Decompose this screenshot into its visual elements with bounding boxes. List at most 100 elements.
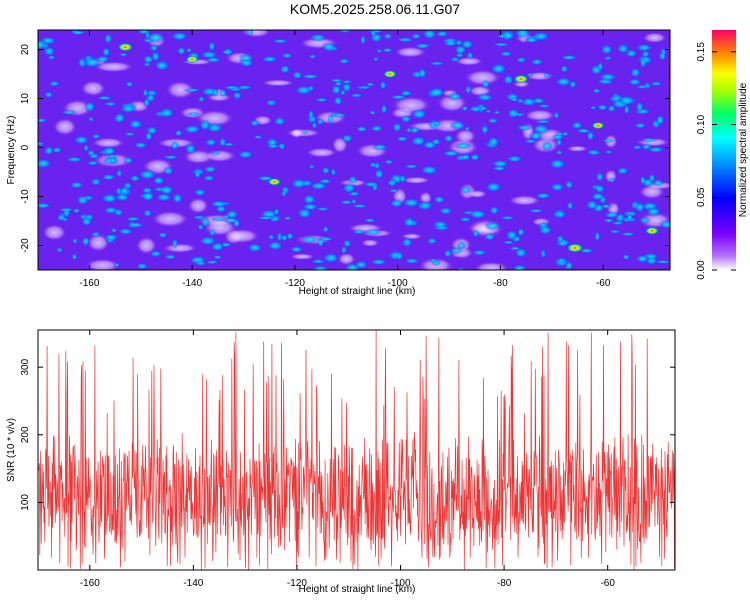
x-tick-label: -160 (79, 278, 99, 289)
heatmap-cell (83, 143, 90, 153)
heatmap-cell (209, 200, 228, 208)
snr-x-label: Height of straight line (km) (299, 584, 416, 595)
heatmap-cell (368, 161, 378, 168)
heatmap-cell (505, 155, 524, 163)
heatmap-cell (442, 39, 459, 47)
heatmap-cell (119, 104, 138, 114)
heatmap-cell (541, 140, 553, 152)
heatmap-cell (362, 181, 380, 188)
heatmap-cell (555, 150, 564, 156)
heatmap-cell (82, 56, 102, 69)
x-tick-label: -140 (183, 578, 203, 589)
heatmap-cell (482, 232, 497, 241)
heatmap-cell (621, 253, 631, 261)
heatmap-cell (197, 223, 205, 231)
heatmap-cell (59, 109, 78, 116)
heatmap-low-region (508, 195, 541, 206)
heatmap-cell (496, 34, 508, 39)
heatmap-cell (430, 137, 442, 146)
heatmap-cell (369, 110, 377, 116)
heatmap-cell (101, 146, 117, 156)
heatmap-cell (302, 193, 317, 205)
heatmap-cell (507, 246, 522, 251)
heatmap-cell (87, 116, 95, 122)
heatmap-cell (89, 177, 102, 187)
heatmap-cell (395, 135, 409, 142)
heatmap-cell (634, 254, 651, 264)
heatmap-cell (314, 207, 331, 212)
heatmap-cell (145, 93, 156, 103)
heatmap-cell (486, 117, 500, 124)
heatmap-cell (639, 57, 647, 69)
heatmap-cell (634, 84, 650, 89)
heatmap-cell (498, 215, 516, 221)
heatmap-cell (72, 135, 91, 145)
heatmap-low-region (261, 79, 295, 87)
heatmap-cell (410, 108, 428, 120)
heatmap-low-region (203, 149, 236, 163)
x-tick-label: -120 (287, 578, 307, 589)
heatmap-cell (365, 82, 376, 87)
heatmap-cell (635, 43, 654, 53)
heatmap-cell (475, 93, 495, 102)
heatmap-image (38, 30, 670, 270)
heatmap-cell (56, 246, 64, 254)
heatmap-cell (149, 250, 163, 258)
heatmap-cell (433, 195, 446, 204)
heatmap-cell (608, 177, 616, 183)
heatmap-cell (363, 228, 383, 236)
heatmap-cell (159, 106, 175, 119)
heatmap-cell (236, 150, 255, 160)
heatmap-cell (554, 76, 573, 87)
heatmap-cell (464, 84, 472, 95)
heatmap-cell (413, 42, 433, 49)
x-tick-label: -60 (600, 578, 615, 589)
heatmap-cell (43, 91, 54, 99)
heatmap-cell (91, 133, 102, 140)
heatmap-cell (161, 155, 181, 160)
heatmap-cell (527, 208, 545, 214)
heatmap-cell (479, 105, 488, 111)
heatmap-cell (593, 184, 606, 194)
heatmap-low-region (93, 61, 134, 73)
heatmap-cell (148, 43, 159, 53)
heatmap-cell (38, 158, 53, 169)
heatmap-cell (551, 134, 565, 141)
heatmap-cell (415, 200, 435, 211)
heatmap-cell (509, 97, 520, 102)
heatmap-low-region (337, 252, 356, 266)
heatmap-cell (362, 218, 377, 223)
heatmap-frame (37, 29, 671, 271)
x-tick-label: -80 (497, 578, 512, 589)
heatmap-cell (349, 93, 364, 98)
heatmap-cell (222, 214, 231, 219)
heatmap-cell (382, 33, 394, 40)
colorbar: 0.00 0.05 0.10 0.15 Normalized spectral amp… (696, 30, 749, 280)
heatmap-cell (405, 126, 413, 134)
heatmap-cell (401, 237, 413, 249)
heatmap-cell (135, 262, 149, 270)
heatmap-cell (204, 260, 220, 265)
heatmap-cell (291, 70, 304, 80)
heatmap-cell (281, 52, 293, 59)
heatmap-cell (280, 189, 287, 198)
heatmap-cell (146, 32, 166, 44)
heatmap-cell (123, 156, 134, 165)
heatmap-cell (549, 182, 565, 192)
heatmap-cell (48, 80, 61, 87)
heatmap-cell (369, 30, 377, 37)
snr-y-label: SNR (10 * v/v) (6, 418, 17, 482)
heatmap-cell (434, 30, 450, 38)
y-tick-label: 100 (20, 494, 31, 511)
heatmap-panel: -160 -140 -120 -100 -80 -60 20 10 0 -10 -20 Heigh… (6, 29, 671, 297)
heatmap-cell (332, 95, 344, 107)
heatmap-cell (645, 206, 662, 217)
heatmap-cell (472, 229, 480, 239)
heatmap-cell (159, 184, 175, 196)
heatmap-cell (198, 119, 212, 132)
heatmap-cell (638, 216, 651, 225)
x-tick-label: -140 (182, 278, 202, 289)
heatmap-cell (283, 215, 292, 221)
heatmap-cell (616, 43, 631, 55)
